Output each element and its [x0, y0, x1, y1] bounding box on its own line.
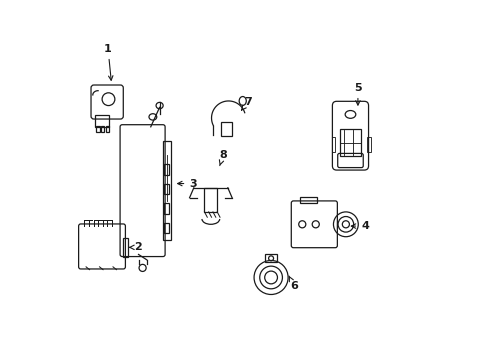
Bar: [94, 116, 109, 127]
Text: 7: 7: [241, 97, 251, 110]
Text: 4: 4: [350, 221, 368, 231]
Bar: [299, 197, 316, 203]
Bar: [366, 138, 370, 152]
Text: 8: 8: [219, 150, 226, 166]
Bar: [163, 184, 168, 194]
Text: 6: 6: [288, 276, 298, 291]
Bar: [163, 141, 170, 240]
Bar: [163, 222, 168, 233]
Bar: [265, 255, 276, 262]
Bar: [163, 203, 168, 214]
Bar: [101, 126, 104, 132]
Bar: [204, 188, 217, 212]
Bar: [96, 126, 100, 132]
Bar: [163, 164, 168, 175]
Bar: [221, 122, 232, 136]
Text: 5: 5: [353, 83, 361, 105]
Text: 1: 1: [104, 44, 113, 80]
Bar: [123, 238, 127, 257]
Text: 2: 2: [128, 242, 142, 252]
Bar: [340, 129, 360, 156]
Text: 3: 3: [177, 179, 197, 189]
Bar: [331, 138, 335, 152]
Bar: [106, 126, 109, 132]
